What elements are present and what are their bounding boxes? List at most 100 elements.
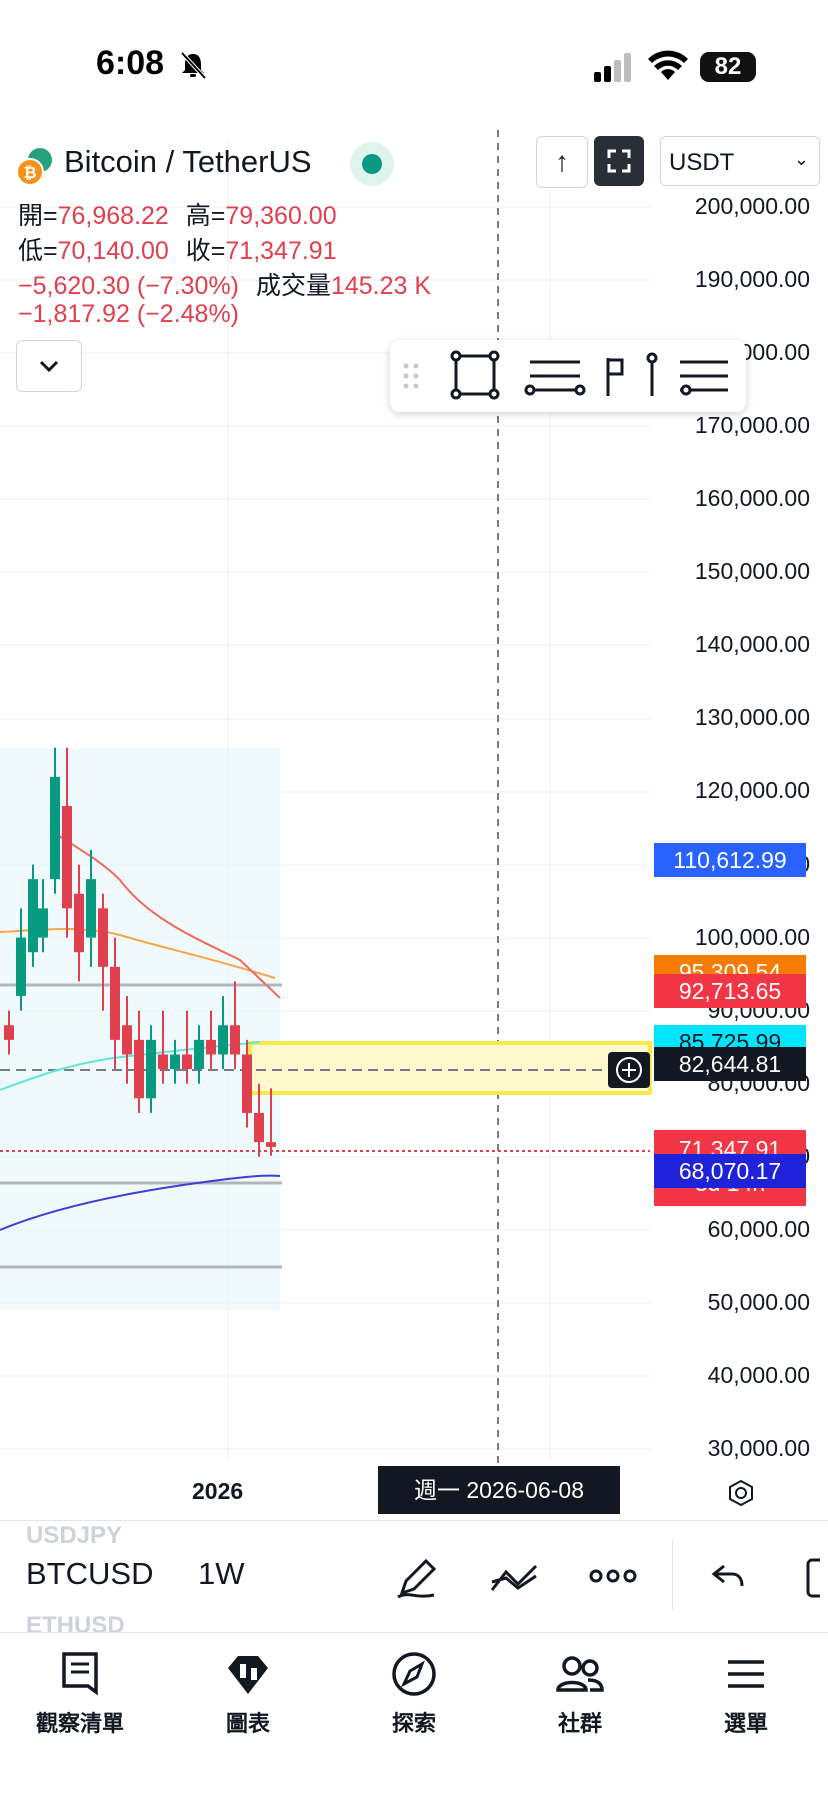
rectangle-tool-icon — [450, 350, 500, 400]
candle-body — [16, 937, 26, 997]
price-tag: 92,713.65 — [654, 973, 806, 1008]
chart-icon — [228, 1656, 268, 1694]
svg-text:₿: ₿ — [23, 164, 36, 182]
cell-signal-icon — [594, 53, 631, 82]
y-axis-tick: 150,000.00 — [694, 558, 810, 585]
y-axis-tick: 170,000.00 — [694, 412, 810, 439]
candle-body — [110, 966, 120, 1040]
price-tag: 110,612.99 — [654, 843, 806, 878]
tab-label: 選單 — [723, 1711, 768, 1736]
tab-label: 社群 — [557, 1711, 602, 1736]
symbol-selector[interactable]: BTCUSD — [26, 1556, 154, 1591]
plus-circle-icon — [616, 1057, 642, 1083]
candle-body — [242, 1054, 252, 1113]
crosshair-date: 週一 2026-06-08 — [378, 1466, 620, 1514]
candle-body — [206, 1039, 216, 1055]
tab-menu[interactable]: 選單 — [686, 1650, 806, 1738]
lines-tool-icon — [524, 360, 586, 396]
price-tag: 68,070.17 — [654, 1153, 806, 1188]
status-time: 6:08 — [96, 44, 165, 82]
interval-selector[interactable]: 1W — [198, 1556, 245, 1591]
legend-collapse-button[interactable] — [16, 340, 82, 392]
ohlc-row-3: −5,620.30 (−7.30%) 成交量145.23 K — [18, 266, 431, 302]
chevron-down-icon: ⌄ — [793, 149, 809, 169]
y-axis-tick: 130,000.00 — [694, 704, 810, 731]
y-axis-tick: 190,000.00 — [694, 266, 810, 293]
tab-watchlist[interactable]: 觀察清單 — [20, 1650, 140, 1738]
ohlc-row-1: 開=76,968.22 高=79,360.00 — [18, 196, 337, 232]
tab-community[interactable]: 社群 — [520, 1650, 640, 1738]
drag-handle-icon — [403, 363, 419, 389]
community-icon — [556, 1656, 604, 1692]
open-label: 開= — [18, 202, 58, 230]
candle-body — [38, 908, 48, 938]
candle-body — [74, 893, 84, 953]
candle-body — [170, 1054, 180, 1070]
indicators-icon[interactable] — [488, 1560, 542, 1596]
currency-select[interactable]: USDT ⌄ — [660, 136, 820, 186]
y-axis-tick: 40,000.00 — [707, 1361, 810, 1388]
tab-chart[interactable]: 圖表 — [188, 1650, 308, 1738]
candle-body — [134, 1039, 144, 1099]
tab-explore[interactable]: 探索 — [354, 1650, 474, 1738]
low-label: 低= — [18, 237, 58, 265]
price-tag: 82,644.81 — [654, 1047, 806, 1082]
candle-body — [194, 1039, 204, 1070]
candle-body — [266, 1142, 276, 1147]
close-value: 71,347.91 — [225, 237, 337, 265]
candle-body — [50, 776, 60, 880]
bottom-toolbar — [0, 1520, 828, 1631]
candle-body — [122, 1025, 132, 1055]
close-label: 收= — [185, 237, 226, 265]
candle-body — [146, 1039, 156, 1099]
add-alert-button[interactable] — [608, 1052, 650, 1088]
chevron-down-icon — [39, 360, 59, 373]
y-axis-tick: 140,000.00 — [694, 631, 810, 658]
candle-body — [230, 1025, 240, 1055]
candle-body — [218, 1025, 228, 1055]
redo-icon[interactable] — [806, 1556, 828, 1600]
undo-icon[interactable] — [710, 1560, 746, 1594]
y-axis-tick: 120,000.00 — [694, 777, 810, 804]
candle-body — [4, 1025, 14, 1040]
symbol-ghost-above: USDJPY — [26, 1522, 123, 1549]
change2-value: −1,817.92 (−2.48%) — [18, 300, 239, 328]
tab-label: 探索 — [391, 1711, 436, 1736]
divider — [672, 1540, 673, 1610]
market-status-indicator — [350, 142, 394, 186]
volume-label: 成交量 — [255, 272, 331, 300]
ohlc-row-4: −1,817.92 (−2.48%) — [18, 300, 239, 329]
y-axis-tick: 200,000.00 — [694, 193, 810, 219]
symbol-ghost-below: ETHUSD — [26, 1612, 125, 1639]
ma-red — [49, 829, 281, 999]
tab-bar — [0, 1632, 828, 1802]
flag-tool-icon — [606, 352, 658, 396]
compass-icon — [392, 1652, 436, 1696]
low-value: 70,140.00 — [57, 237, 169, 265]
draw-pen-icon[interactable] — [394, 1555, 440, 1601]
bell-off-icon — [180, 51, 207, 80]
battery-indicator: 82 — [700, 52, 756, 82]
candle-body — [182, 1054, 192, 1070]
candle-body — [62, 806, 72, 909]
ma-blue — [0, 1174, 281, 1231]
fullscreen-button[interactable] — [594, 136, 644, 186]
drawing-toolbar — [390, 340, 746, 412]
wifi-icon — [648, 50, 688, 80]
arrow-up-button[interactable]: ↑ — [536, 136, 588, 188]
y-axis-tick: 50,000.00 — [707, 1288, 810, 1315]
symbol-title: Bitcoin / TetherUS — [64, 144, 312, 179]
y-axis-tick: 100,000.00 — [694, 923, 810, 950]
settings-icon[interactable] — [726, 1478, 756, 1508]
ohlc-row-2: 低=70,140.00 收=71,347.91 — [18, 231, 337, 267]
more-icon[interactable] — [588, 1566, 638, 1586]
candle-body — [158, 1054, 168, 1070]
currency-value: USDT — [669, 149, 735, 176]
btc-usdt-coin-icon: ₿ — [16, 148, 52, 186]
candles — [4, 747, 276, 1157]
candle-body — [98, 908, 108, 967]
candle-body — [28, 879, 38, 953]
y-axis-tick: 30,000.00 — [707, 1435, 810, 1461]
open-value: 76,968.22 — [57, 202, 169, 230]
menu-icon — [728, 1660, 764, 1688]
